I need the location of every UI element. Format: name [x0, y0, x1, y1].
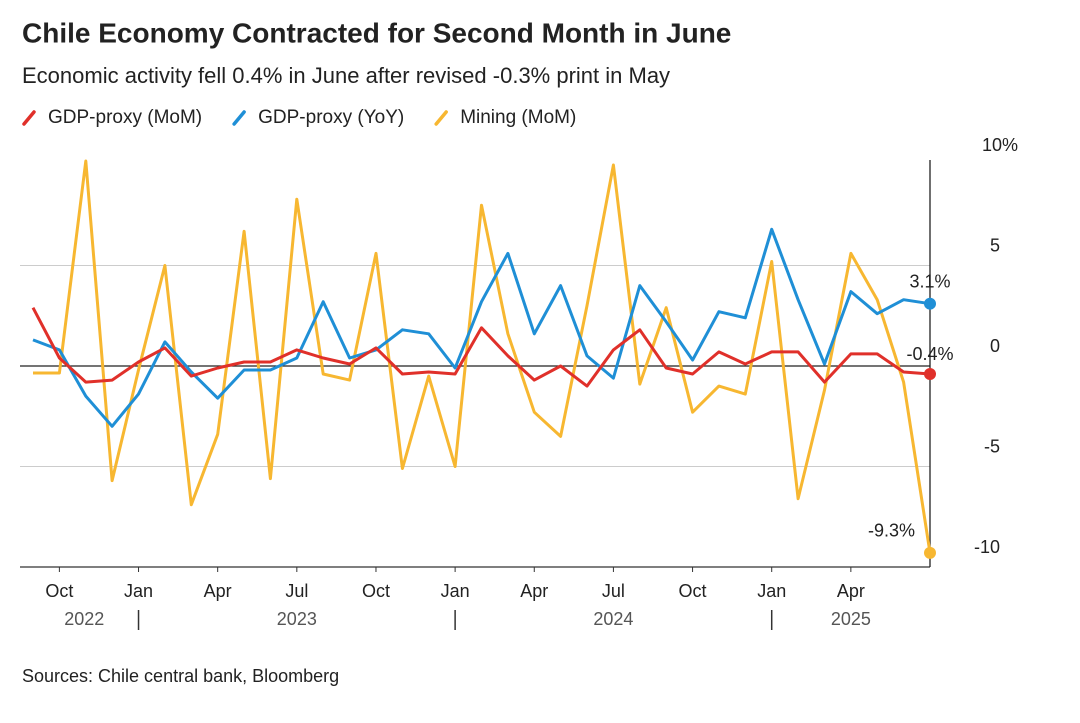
- legend-label: GDP-proxy (YoY): [258, 107, 404, 128]
- x-tick-label: Apr: [520, 581, 548, 601]
- x-tick-label: Jan: [757, 581, 786, 601]
- x-tick-label: Jul: [602, 581, 625, 601]
- legend-label: GDP-proxy (MoM): [48, 107, 202, 128]
- year-label: 2025: [831, 609, 871, 629]
- end-label: -0.4%: [906, 344, 953, 364]
- source: Sources: Chile central bank, Bloomberg: [22, 666, 339, 686]
- x-tick-label: Apr: [204, 581, 232, 601]
- end-point: [924, 546, 936, 559]
- y-tick-label: -5: [984, 436, 1000, 456]
- end-label: 3.1%: [909, 271, 950, 291]
- chart-subtitle: Economic activity fell 0.4% in June afte…: [22, 63, 670, 88]
- legend-swatch: [434, 110, 448, 126]
- legend-label: Mining (MoM): [460, 107, 576, 128]
- legend-swatch: [232, 110, 246, 126]
- x-tick-label: Apr: [837, 581, 865, 601]
- legend-swatch: [22, 110, 36, 126]
- chart-title: Chile Economy Contracted for Second Mont…: [22, 17, 731, 48]
- x-tick-label: Jan: [124, 581, 153, 601]
- year-label: 2023: [277, 609, 317, 629]
- y-tick-label: -10: [974, 537, 1000, 557]
- x-tick-label: Jan: [441, 581, 470, 601]
- year-label: 2022: [64, 609, 104, 629]
- y-tick-label: 5: [990, 235, 1000, 255]
- end-label: -9.3%: [868, 521, 915, 541]
- end-point: [924, 368, 936, 381]
- series-line: [33, 159, 932, 554]
- y-tick-label: 0: [990, 336, 1000, 356]
- year-label: 2024: [593, 609, 633, 629]
- x-tick-label: Jul: [285, 581, 308, 601]
- end-point: [924, 297, 936, 310]
- x-tick-label: Oct: [679, 581, 707, 601]
- y-tick-label: 10%: [982, 135, 1018, 155]
- series-line: [32, 227, 931, 428]
- series-line: [31, 307, 931, 388]
- x-tick-label: Oct: [45, 581, 73, 601]
- x-tick-label: Oct: [362, 581, 390, 601]
